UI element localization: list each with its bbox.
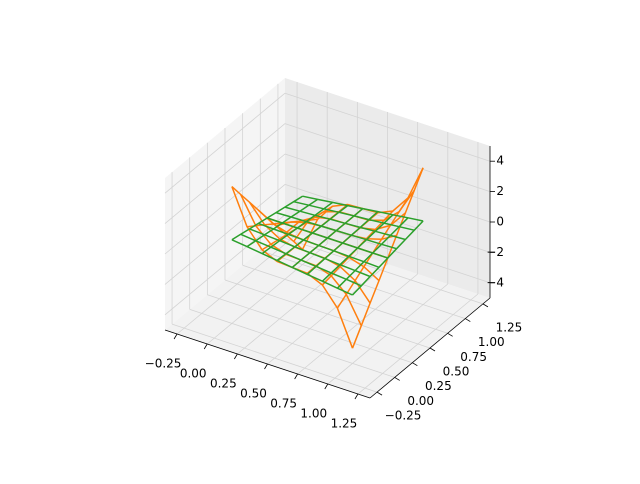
axis-line: [164, 329, 371, 399]
z-tick-label: 4: [496, 154, 504, 168]
wire-line: [261, 201, 334, 255]
y-tick-label: 0.75: [460, 350, 487, 364]
grid-line: [284, 123, 491, 192]
wire-line: [351, 220, 424, 296]
x-tick-label: −0.25: [145, 357, 182, 371]
y-tick: [376, 391, 383, 396]
grid-line: [284, 92, 491, 162]
grid-line: [171, 323, 378, 393]
wire-line: [246, 198, 319, 248]
x-tick: [294, 373, 298, 380]
x-tick-label: 0.25: [210, 377, 237, 391]
y-tick: [482, 303, 489, 308]
x-tick: [173, 333, 178, 340]
x-tick-label: 1.00: [300, 407, 327, 421]
x-tick: [203, 343, 208, 350]
x-tick: [354, 393, 359, 400]
grid-line: [277, 235, 484, 305]
axis-line: [369, 297, 491, 399]
y-tick: [412, 362, 418, 367]
z-tick-label: −2: [486, 245, 504, 259]
wire-line: [306, 211, 379, 275]
z-tick-label: −4: [486, 275, 504, 289]
y-tick: [429, 347, 436, 352]
grid-line: [284, 153, 491, 223]
z-tick-label: 0: [496, 215, 504, 229]
wire-line: [231, 195, 303, 241]
x-tick: [324, 383, 329, 390]
y-tick: [394, 377, 400, 381]
y-tick-label: 0.25: [425, 379, 452, 393]
wire-line: [321, 214, 394, 282]
grid-line: [207, 294, 413, 364]
grid-line: [189, 309, 395, 378]
x-tick-label: 0.00: [180, 367, 207, 381]
y-tick: [447, 332, 453, 337]
grid-line: [164, 153, 286, 255]
grid-line: [242, 264, 448, 334]
wire-line: [291, 208, 364, 268]
grid-line: [224, 279, 431, 349]
y-tick-label: −0.25: [385, 409, 422, 423]
grid-line: [164, 184, 286, 285]
z-tick-label: 2: [496, 184, 504, 198]
grid-line: [164, 214, 286, 316]
y-tick-label: 0.50: [443, 365, 470, 379]
x-tick-label: 0.75: [270, 397, 297, 411]
wire-line: [276, 205, 349, 261]
grid-line: [164, 123, 286, 224]
x-tick-label: 0.50: [240, 387, 267, 401]
y-tick-label: 1.25: [496, 320, 523, 334]
x-tick-label: 1.25: [331, 417, 358, 431]
y-tick-label: 1.00: [478, 335, 505, 349]
x-tick: [234, 353, 238, 360]
y-tick: [465, 318, 471, 322]
grid-line: [164, 92, 286, 194]
y-tick-label: 0.00: [407, 394, 434, 408]
x-tick: [264, 363, 268, 370]
wire-line: [336, 217, 409, 289]
